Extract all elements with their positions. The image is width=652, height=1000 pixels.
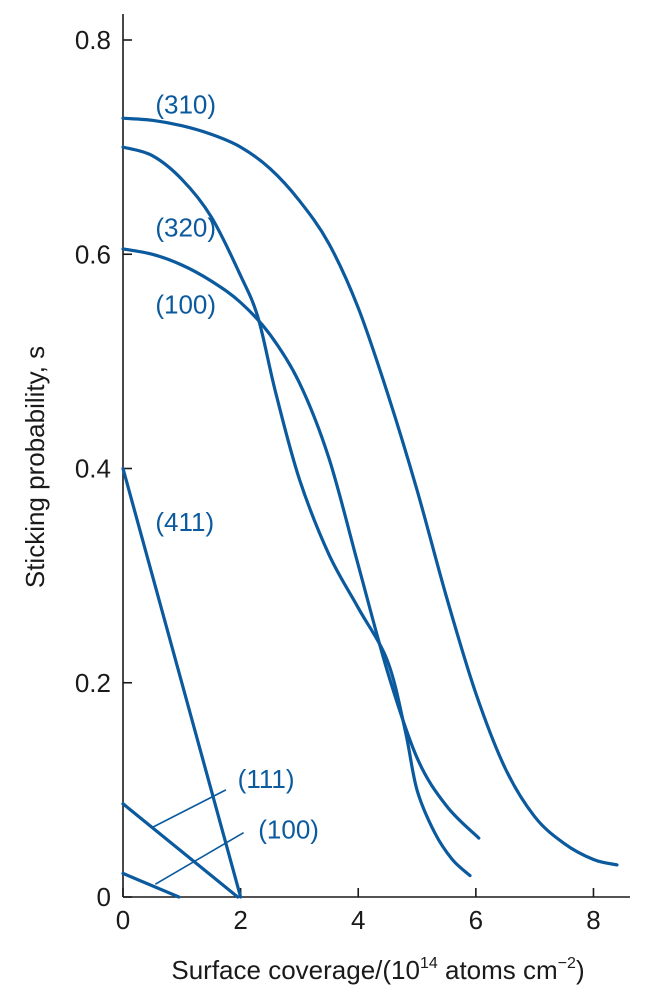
x-axis-title-main: Surface coverage/(10 <box>171 955 420 985</box>
x-tick-label: 0 <box>116 905 130 935</box>
x-axis-title-end: ) <box>576 955 585 985</box>
series-line-3 <box>121 466 243 899</box>
x-tick-label: 4 <box>351 905 365 935</box>
x-axis-title-units: atoms cm <box>438 955 558 985</box>
y-tick-label: 0.6 <box>75 239 111 269</box>
series-label-5: (100) <box>258 815 319 845</box>
series-line-4 <box>121 802 240 899</box>
series-line-2 <box>121 247 481 840</box>
axes <box>122 14 630 898</box>
y-tick-label: 0.8 <box>75 25 111 55</box>
series-label-4: (111) <box>238 764 295 794</box>
y-tick-label: 0 <box>97 882 111 912</box>
x-axis-title-superscript: 14 <box>420 955 438 972</box>
ticks: 0 0.2 0.4 0.6 0.8 0 2 4 6 8 <box>75 25 601 935</box>
series-label-leader <box>154 832 244 885</box>
x-axis-title: Surface coverage/(1014 atoms cm−2) <box>171 955 584 985</box>
y-tick-label: 0.4 <box>75 454 111 484</box>
series-line-0 <box>121 116 619 867</box>
series-label-3: (411) <box>155 507 214 537</box>
series-label-2: (100) <box>155 290 216 320</box>
y-tick-label: 0.2 <box>75 668 111 698</box>
series-labels: (310) (320) (100) (411) (111) (100) <box>152 89 319 885</box>
x-tick-label: 8 <box>586 905 600 935</box>
y-axis-title: Sticking probability, s <box>20 346 50 588</box>
series-line-5 <box>121 871 181 899</box>
x-tick-label: 6 <box>469 905 483 935</box>
x-tick-label: 2 <box>233 905 247 935</box>
series-label-0: (310) <box>155 89 216 119</box>
curves <box>121 116 619 899</box>
series-label-leader <box>152 789 227 829</box>
series-line-1 <box>121 145 472 878</box>
x-axis-title-superscript-2: −2 <box>558 955 576 972</box>
series-label-1: (320) <box>155 212 216 242</box>
